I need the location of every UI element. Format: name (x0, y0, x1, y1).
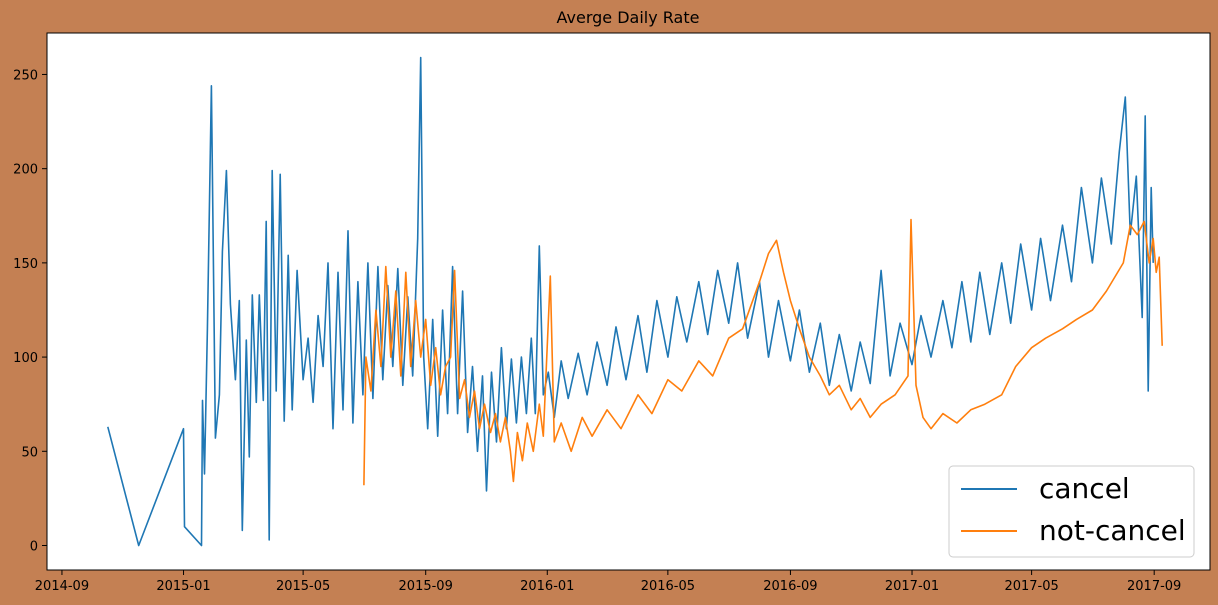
x-tick-label: 2015-09 (399, 579, 453, 594)
y-tick-label: 150 (13, 257, 38, 272)
x-tick-label: 2017-01 (885, 579, 939, 594)
series-line-not-cancel (363, 218, 1163, 486)
x-tick-label: 2017-09 (1127, 579, 1181, 594)
x-tick-label: 2014-09 (35, 579, 89, 594)
plot-frame (46, 32, 1211, 571)
y-tick-label: 250 (13, 68, 38, 83)
series-line-cancel (107, 56, 1154, 547)
series-lines (107, 56, 1163, 547)
y-tick-label: 100 (13, 351, 38, 366)
y-tick-label: 50 (21, 445, 38, 460)
x-tick-label: 2016-01 (520, 579, 574, 594)
legend-label-not-cancel: not-cancel (1039, 514, 1186, 547)
x-tick-label: 2015-05 (276, 579, 330, 594)
x-tick-label: 2017-05 (1004, 579, 1058, 594)
y-axis: 0 50 100 150 200 250 (13, 68, 47, 555)
chart-title: Averge Daily Rate (557, 8, 700, 27)
legend-label-cancel: cancel (1039, 472, 1130, 505)
x-tick-label: 2015-01 (156, 579, 210, 594)
x-axis: 2014-09 2015-01 2015-05 2015-09 2016-01 2016-… (35, 570, 1181, 594)
y-tick-label: 200 (13, 163, 38, 178)
x-tick-label: 2016-05 (641, 579, 695, 594)
legend: cancel not-cancel (948, 465, 1195, 558)
x-tick-label: 2016-09 (763, 579, 817, 594)
y-tick-label: 0 (30, 540, 38, 555)
